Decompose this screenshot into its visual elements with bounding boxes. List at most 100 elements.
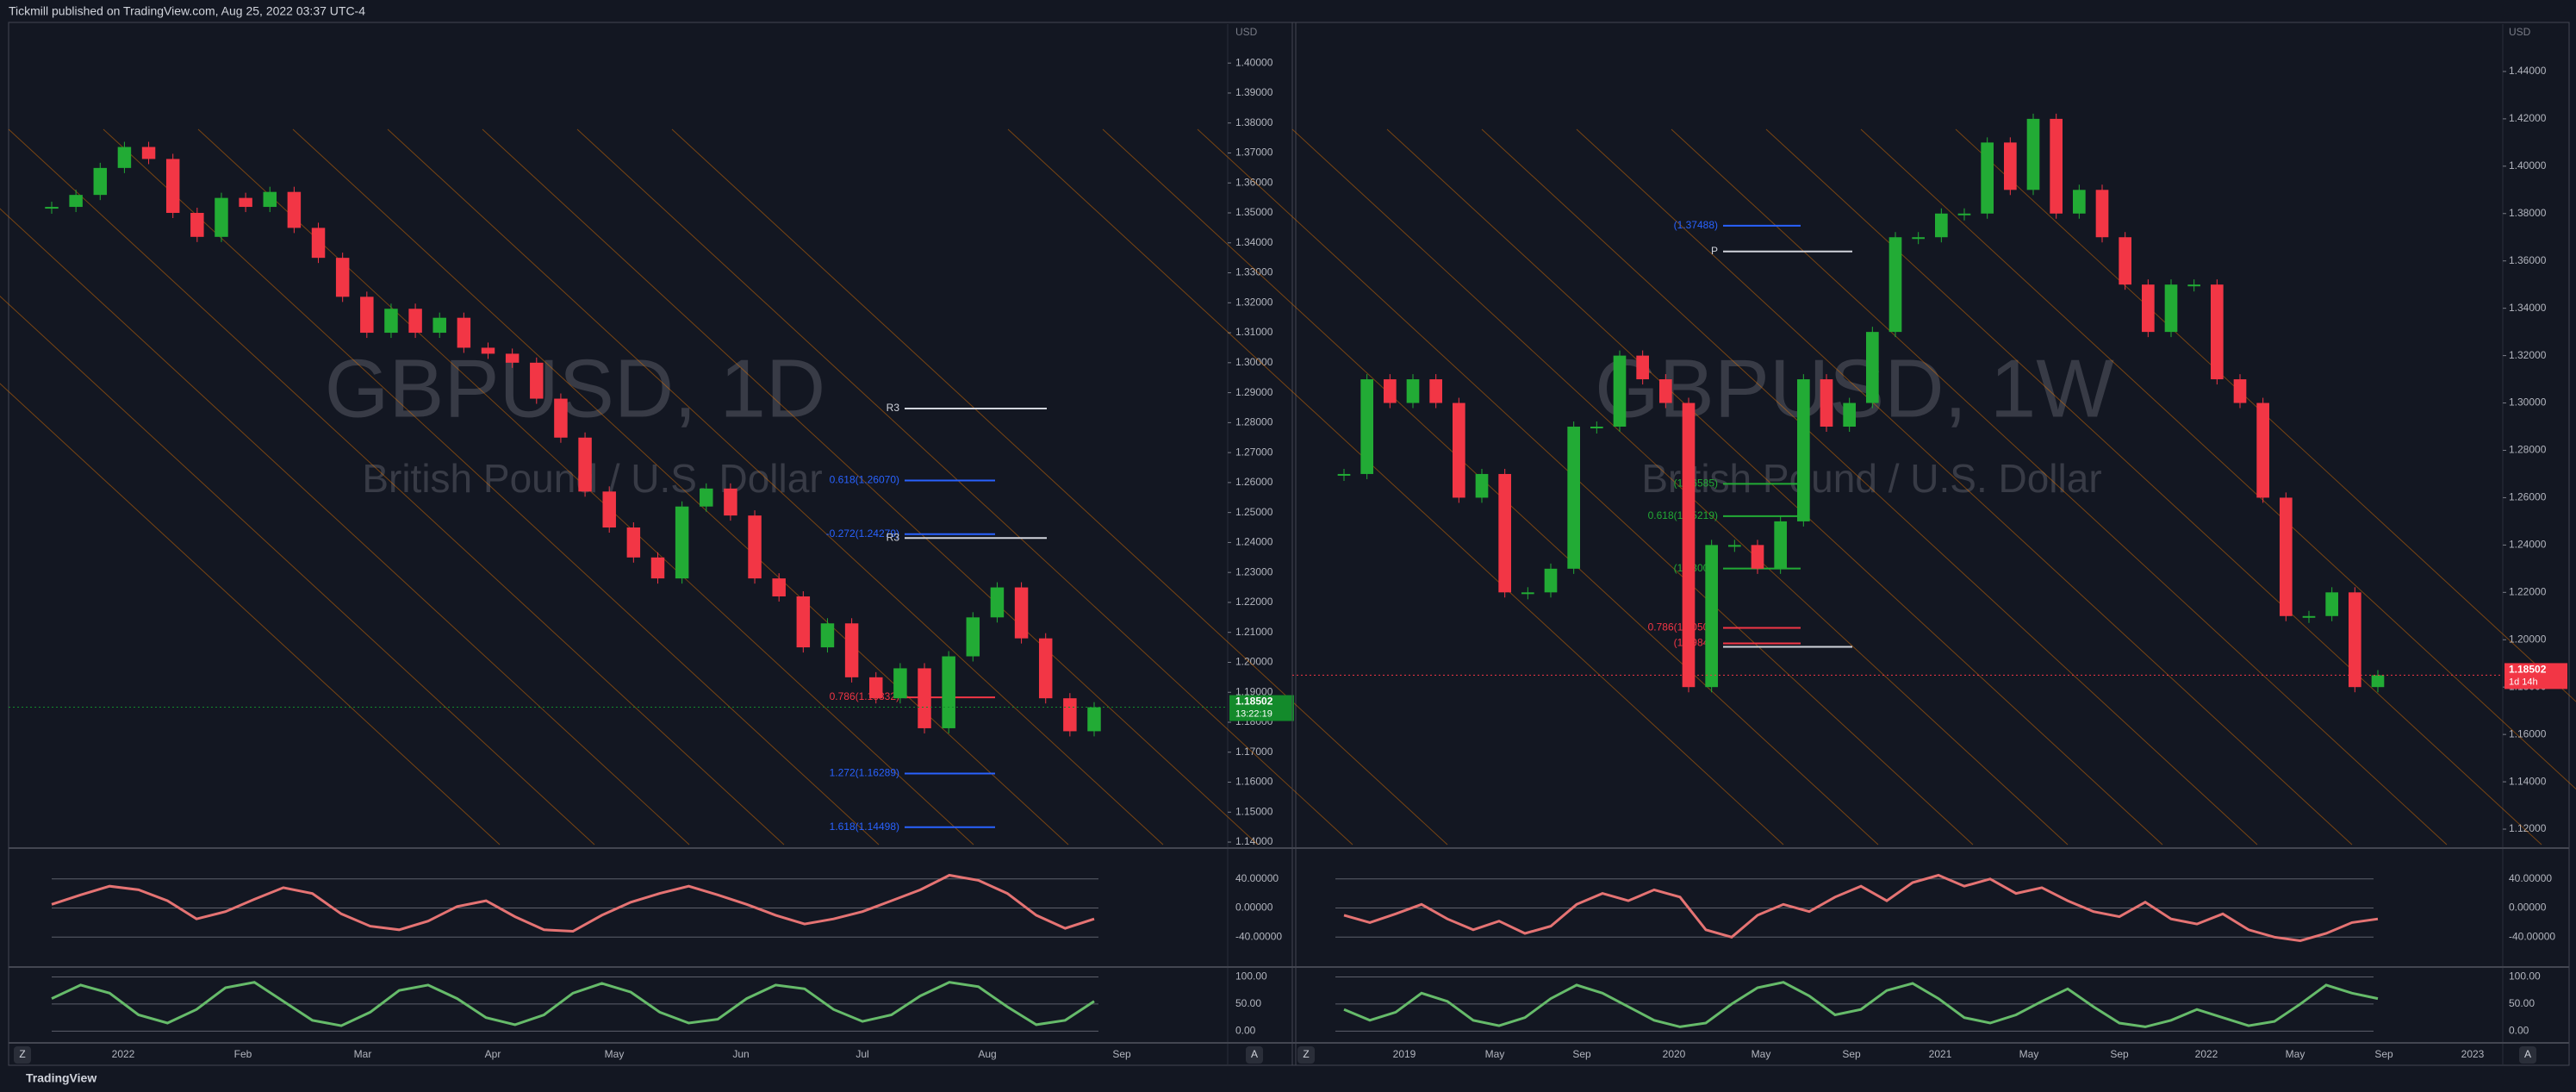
- y-tick-label: 1.17000: [1235, 746, 1273, 758]
- y-tick-label: 1.20000: [1235, 656, 1273, 668]
- candle: [844, 623, 859, 677]
- y-tick-label: 1.32000: [2509, 349, 2547, 361]
- candle: [2095, 190, 2109, 238]
- watermark-description: British Pound / U.S. Dollar: [1641, 456, 2101, 501]
- candle: [1337, 473, 1351, 476]
- pane-tick-label: -40.00000: [1235, 930, 1282, 942]
- x-tick-label: May: [1485, 1048, 1505, 1060]
- candle: [165, 159, 180, 214]
- candle: [1774, 521, 1787, 569]
- candle: [1429, 379, 1442, 403]
- candle: [2233, 379, 2247, 403]
- y-tick-label: 1.22000: [2509, 585, 2547, 597]
- channel-line: [576, 128, 1353, 846]
- y-tick-label: 1.19000: [1235, 685, 1273, 697]
- y-tick-label: 1.42000: [2509, 112, 2547, 124]
- scale-button[interactable]: [2519, 1046, 2536, 1064]
- candle: [239, 197, 252, 208]
- channel-line: [1197, 128, 1974, 846]
- y-tick-label: 1.40000: [2509, 159, 2547, 172]
- scale-button[interactable]: [1297, 1046, 1315, 1064]
- candle: [1544, 568, 1558, 593]
- oscillator-line: [51, 873, 1095, 933]
- candle: [675, 506, 689, 579]
- candle: [69, 195, 83, 208]
- candle: [942, 656, 955, 728]
- candle: [1981, 142, 1994, 214]
- level-label: 0.786(1.18832): [830, 690, 899, 702]
- channel-line: [1386, 128, 2163, 846]
- y-tick-label: 1.12000: [2509, 822, 2547, 834]
- candle: [530, 362, 544, 399]
- y-tick-label: 1.38000: [2509, 207, 2547, 219]
- channel-line: [103, 128, 880, 846]
- pane-tick-label: 50.00: [2509, 997, 2535, 1009]
- candle: [772, 578, 786, 596]
- candle: [1521, 592, 1534, 595]
- scale-button-label[interactable]: A: [2524, 1048, 2531, 1060]
- x-tick-label: 2020: [1663, 1048, 1686, 1060]
- scale-button-label[interactable]: Z: [1303, 1048, 1309, 1060]
- candle: [93, 167, 108, 196]
- candle: [1935, 213, 1948, 238]
- pane-tick-label: 100.00: [1235, 970, 1267, 983]
- candle: [2349, 592, 2361, 688]
- candle: [1475, 473, 1489, 498]
- x-tick-label: 2019: [1393, 1048, 1416, 1060]
- candle: [748, 515, 762, 579]
- candle: [1843, 402, 1856, 427]
- watermark-symbol: GBPUSD, 1D: [325, 342, 825, 434]
- candle: [1705, 545, 1718, 688]
- footer-brand: TradingView: [26, 1071, 96, 1085]
- channel-line: [0, 208, 690, 846]
- candle: [287, 191, 302, 228]
- candle: [2026, 118, 2040, 190]
- scale-button-label[interactable]: Z: [19, 1048, 25, 1060]
- y-tick-label: 1.40000: [1235, 56, 1273, 68]
- channel-line: [8, 128, 785, 846]
- candle: [1567, 427, 1580, 569]
- y-tick-label: 1.35000: [1235, 206, 1273, 218]
- scale-button[interactable]: [14, 1046, 31, 1064]
- channel-line: [482, 128, 1259, 846]
- watermark-description: British Pound / U.S. Dollar: [362, 456, 822, 501]
- candle: [1360, 379, 1373, 474]
- candle: [700, 488, 713, 507]
- candle: [481, 347, 495, 354]
- candle: [918, 668, 931, 728]
- candle: [1590, 427, 1603, 429]
- y-tick-label: 1.36000: [2509, 254, 2547, 266]
- candle: [724, 488, 737, 516]
- candle: [796, 596, 811, 648]
- currency-label: USD: [1235, 26, 1258, 38]
- candle: [1866, 332, 1879, 403]
- pane-tick-label: 0.00: [1235, 1025, 1256, 1037]
- y-tick-label: 1.30000: [2509, 396, 2547, 409]
- candle: [2302, 615, 2316, 618]
- y-tick-label: 1.16000: [1235, 776, 1273, 788]
- y-tick-label: 1.32000: [1235, 296, 1273, 308]
- y-tick-label: 1.28000: [1235, 416, 1273, 428]
- x-tick-label: 2023: [2461, 1048, 2485, 1060]
- candle: [869, 677, 883, 699]
- scale-button[interactable]: [1246, 1046, 1263, 1064]
- candle: [1384, 379, 1397, 403]
- pane-tick-label: 40.00000: [2509, 872, 2552, 884]
- candle: [1888, 237, 1902, 333]
- candle: [2371, 675, 2385, 688]
- pane-tick-label: -40.00000: [2509, 930, 2555, 942]
- level-label: (1.26585): [1674, 477, 1718, 490]
- panel-frame: [1291, 22, 2570, 1066]
- x-tick-label: Mar: [354, 1048, 372, 1060]
- candle: [1912, 237, 1925, 240]
- scale-button-label[interactable]: A: [1251, 1048, 1258, 1060]
- candle: [602, 491, 616, 528]
- level-label: R3: [887, 402, 900, 414]
- candle: [384, 309, 398, 334]
- candle: [1957, 213, 1971, 215]
- candle: [1406, 379, 1420, 403]
- channel-line: [1860, 128, 2576, 790]
- y-tick-label: 1.29000: [1235, 386, 1273, 398]
- pane-tick-label: 100.00: [2509, 970, 2541, 983]
